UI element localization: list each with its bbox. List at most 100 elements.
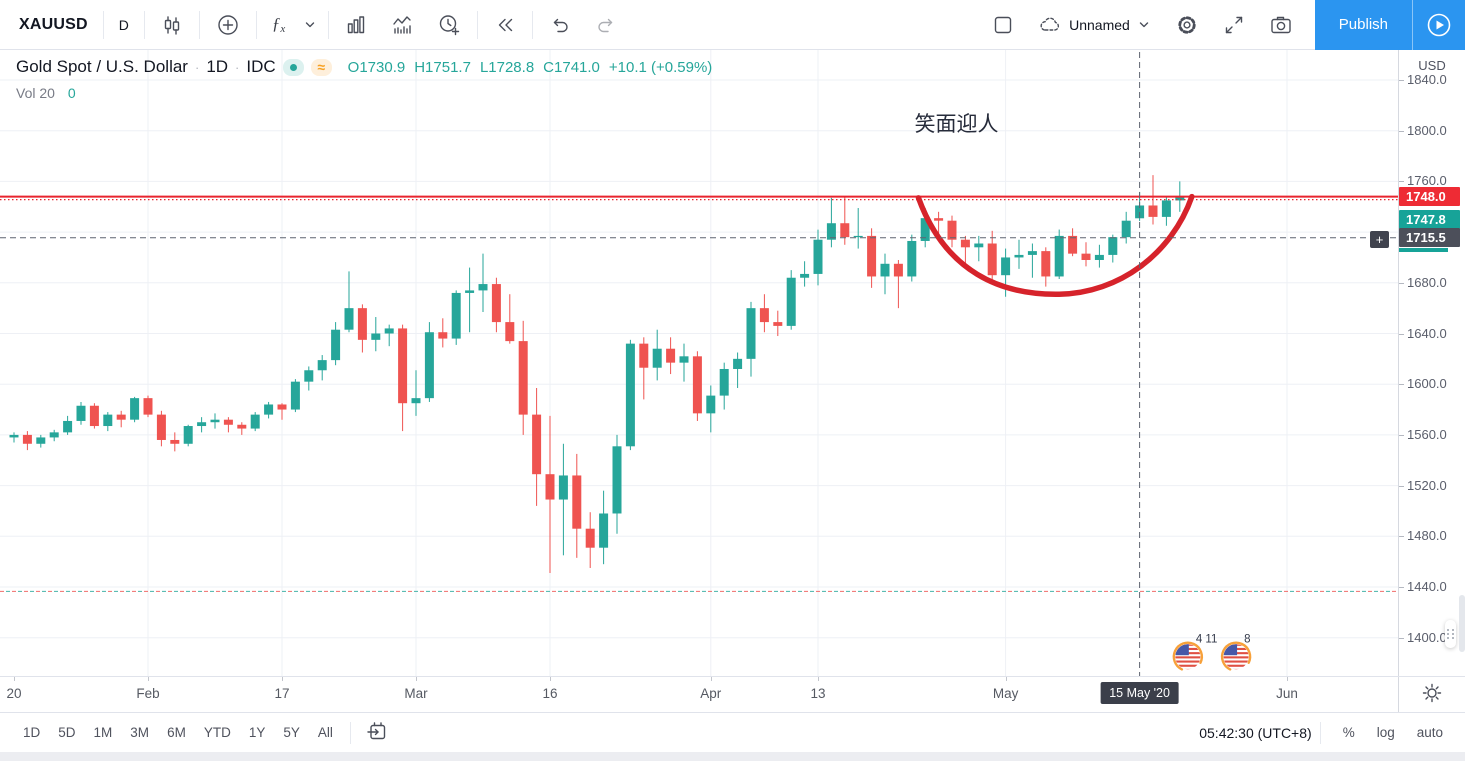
candle bbox=[491, 277, 501, 333]
price-tick-label: 1480.0 bbox=[1407, 528, 1447, 544]
indicators-menu-button[interactable] bbox=[297, 6, 323, 44]
time-tickmark bbox=[1287, 677, 1288, 681]
scale-button-percent[interactable]: % bbox=[1335, 720, 1363, 745]
candle bbox=[398, 324, 408, 432]
candle bbox=[237, 422, 247, 435]
price-chart[interactable]: 笑面迎人 4 11 8 bbox=[0, 50, 1398, 676]
compare-button[interactable] bbox=[205, 6, 251, 44]
candle bbox=[344, 271, 354, 333]
time-tick-label: Jun bbox=[1276, 686, 1298, 701]
alert-button[interactable] bbox=[426, 6, 472, 44]
candle bbox=[9, 432, 19, 443]
price-tickmark bbox=[1399, 181, 1404, 183]
event-flag-marker[interactable]: 4 11 bbox=[1169, 634, 1217, 676]
time-axis-row: 20 Feb 17 Mar 16 Apr 13 May Jun 15 May '20 bbox=[0, 676, 1465, 712]
crosshair-plus-button[interactable]: + bbox=[1370, 231, 1389, 248]
undo-button[interactable] bbox=[538, 6, 582, 44]
indicators-button[interactable]: ƒx bbox=[262, 6, 295, 44]
snapshot-button[interactable] bbox=[1258, 6, 1304, 44]
delayed-data-icon[interactable]: ≈ bbox=[310, 58, 332, 76]
price-tickmark bbox=[1399, 282, 1404, 284]
range-button-5d[interactable]: 5D bbox=[49, 719, 84, 746]
scrollbar-thumb[interactable] bbox=[1459, 595, 1465, 652]
legend-exchange[interactable]: IDC bbox=[246, 57, 276, 76]
time-axis[interactable]: 20 Feb 17 Mar 16 Apr 13 May Jun 15 May '20 bbox=[0, 677, 1398, 712]
range-button-all[interactable]: All bbox=[309, 719, 342, 746]
forecast-button[interactable] bbox=[380, 6, 424, 44]
symbol-button[interactable]: XAUUSD bbox=[9, 6, 98, 44]
price-tickmark bbox=[1399, 485, 1404, 487]
legend-interval[interactable]: 1D bbox=[206, 57, 229, 76]
settings-button[interactable] bbox=[1164, 6, 1210, 44]
candle bbox=[1161, 196, 1171, 226]
range-button-1d[interactable]: 1D bbox=[14, 719, 49, 746]
time-tick-label: 17 bbox=[274, 686, 290, 701]
layout-button[interactable] bbox=[981, 6, 1025, 44]
candle bbox=[692, 351, 702, 421]
indicator-templates-button[interactable] bbox=[334, 6, 378, 44]
time-tickmark bbox=[148, 677, 149, 681]
alert-clock-plus-icon bbox=[440, 14, 460, 35]
candle bbox=[639, 337, 649, 400]
price-tickmark bbox=[1399, 333, 1404, 335]
ohlc-values: O1730.9 H1751.7 L1728.8 C1741.0 +10.1 (+… bbox=[348, 59, 713, 76]
volume-indicator-row[interactable]: Vol 20 0 bbox=[16, 85, 712, 101]
candle bbox=[666, 337, 676, 375]
candle bbox=[331, 322, 341, 366]
redo-button[interactable] bbox=[584, 6, 628, 44]
candle bbox=[76, 401, 86, 425]
plus-circle-icon bbox=[218, 14, 238, 35]
candle bbox=[411, 370, 421, 416]
toolbar-divider bbox=[328, 10, 330, 39]
candle bbox=[465, 267, 475, 333]
publish-button[interactable]: Publish bbox=[1315, 0, 1412, 50]
go-to-date-button[interactable] bbox=[359, 715, 395, 750]
range-button-1y[interactable]: 1Y bbox=[240, 719, 275, 746]
bar-replay-button[interactable] bbox=[483, 6, 527, 44]
publish-play-button[interactable] bbox=[1413, 0, 1465, 50]
interval-button[interactable]: D bbox=[109, 6, 139, 44]
bottom-edge-strip bbox=[0, 752, 1465, 761]
candle bbox=[974, 235, 984, 262]
data-status-icon[interactable] bbox=[282, 58, 304, 76]
candle bbox=[357, 304, 367, 353]
chevron-down-icon bbox=[1139, 21, 1148, 27]
price-tickmark bbox=[1399, 384, 1404, 386]
theme-toggle-button[interactable] bbox=[1419, 680, 1445, 709]
price-tick-label: 1640.0 bbox=[1407, 325, 1447, 341]
price-axis[interactable]: USD 1840.01800.01760.01720.01680.01640.0… bbox=[1398, 50, 1465, 676]
range-button-1m[interactable]: 1M bbox=[85, 719, 122, 746]
time-tickmark bbox=[550, 677, 551, 681]
footer-divider bbox=[349, 721, 351, 744]
range-button-3m[interactable]: 3M bbox=[121, 719, 158, 746]
candle bbox=[451, 290, 461, 345]
price-tick-label: 1760.0 bbox=[1407, 173, 1447, 189]
session-clock[interactable]: 05:42:30 (UTC+8) bbox=[1199, 724, 1312, 741]
event-flag-marker[interactable]: 8 bbox=[1217, 634, 1254, 676]
range-button-5y[interactable]: 5Y bbox=[274, 719, 309, 746]
time-tick-label: Mar bbox=[404, 686, 428, 701]
forecast-chart-icon bbox=[393, 15, 411, 34]
chart-type-button[interactable] bbox=[150, 6, 194, 44]
fullscreen-button[interactable] bbox=[1212, 6, 1256, 44]
range-button-6m[interactable]: 6M bbox=[158, 719, 195, 746]
price-tickmark bbox=[1399, 587, 1404, 588]
axis-drag-grip[interactable] bbox=[1445, 620, 1456, 648]
scale-button-log[interactable]: log bbox=[1369, 720, 1403, 745]
candle bbox=[706, 385, 716, 433]
candle bbox=[210, 413, 220, 429]
time-tickmark bbox=[1005, 677, 1007, 681]
chart-text-annotation[interactable]: 笑面迎人 bbox=[914, 113, 998, 136]
range-button-ytd[interactable]: YTD bbox=[195, 719, 240, 746]
rewind-icon bbox=[499, 18, 513, 31]
smile-curve-drawing[interactable] bbox=[915, 193, 1195, 297]
candle bbox=[1121, 211, 1131, 244]
candle bbox=[197, 417, 207, 433]
save-layout-button[interactable]: Unnamed bbox=[1027, 6, 1162, 44]
legend-title[interactable]: Gold Spot / U.S. Dollar bbox=[16, 57, 188, 76]
toolbar-left-group: XAUUSD D ƒx bbox=[0, 0, 629, 49]
scale-button-auto[interactable]: auto bbox=[1409, 720, 1451, 745]
range-buttons: 1D 5D 1M 3M 6M YTD 1Y 5Y All bbox=[14, 715, 395, 750]
candle bbox=[719, 362, 729, 410]
time-tickmark bbox=[818, 677, 819, 681]
